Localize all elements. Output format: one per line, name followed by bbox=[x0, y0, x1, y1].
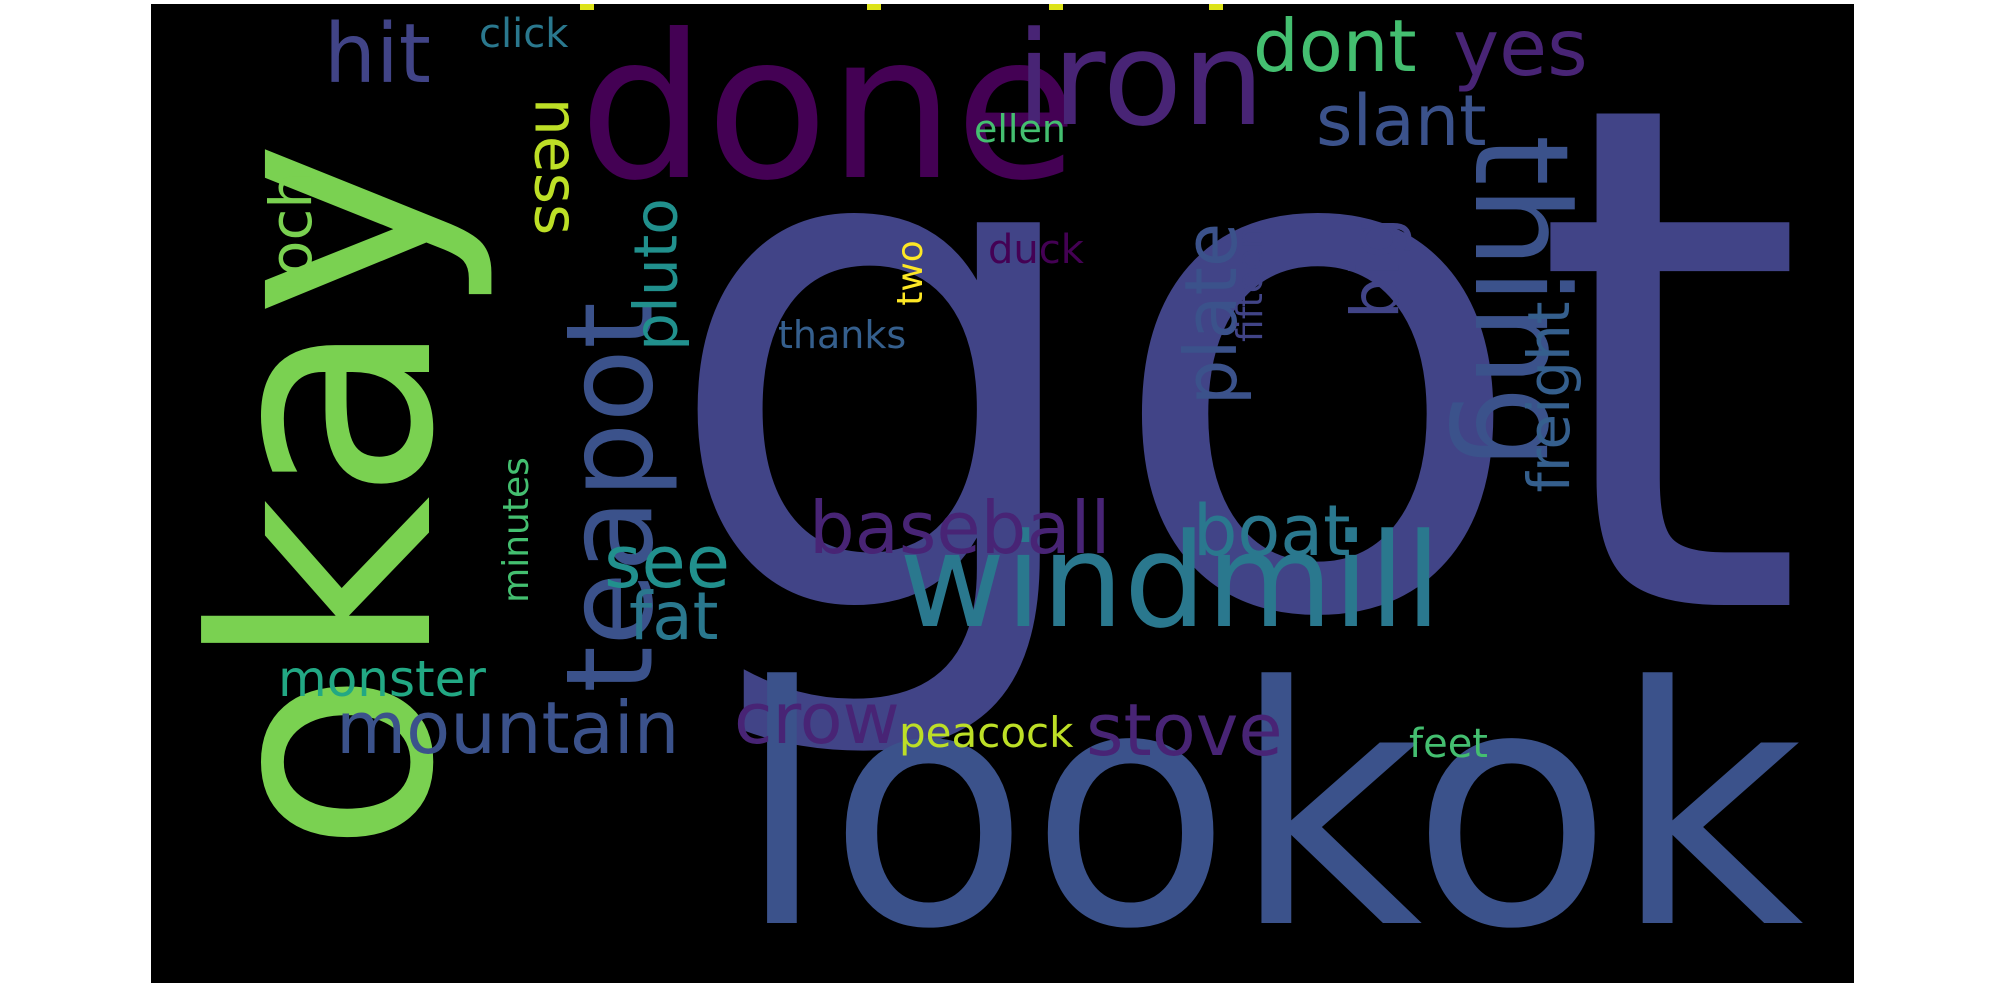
word-peacock: peacock bbox=[899, 708, 1074, 757]
word-slant: slant bbox=[1316, 80, 1487, 162]
word-pluto: pluto bbox=[621, 197, 691, 352]
word-iron: iron bbox=[1016, 4, 1265, 155]
word-monster: monster bbox=[278, 650, 486, 708]
word-cloud: got lookok okay done iron windmill thing… bbox=[151, 4, 1854, 983]
cropped-word-fragment bbox=[580, 4, 594, 10]
word-duck: duck bbox=[988, 227, 1084, 273]
cropped-word-fragment bbox=[1049, 4, 1063, 10]
word-boat: boat bbox=[1193, 490, 1351, 572]
word-yes: yes bbox=[1453, 4, 1588, 94]
word-stove: stove bbox=[1086, 688, 1283, 772]
word-freight: freight bbox=[1515, 301, 1583, 493]
cropped-word-fragment bbox=[1209, 4, 1223, 10]
word-click: click bbox=[479, 11, 569, 57]
word-done: done bbox=[579, 4, 1079, 225]
word-loch: loch bbox=[257, 171, 325, 293]
word-hit: hit bbox=[324, 7, 431, 102]
word-windmill: windmill bbox=[899, 505, 1442, 657]
word-fat: fat bbox=[629, 578, 719, 655]
cropped-word-fragment bbox=[867, 4, 881, 10]
word-lookok: lookok bbox=[736, 617, 1804, 983]
word-fifteen: fifteen bbox=[1230, 226, 1271, 342]
word-crow: crow bbox=[734, 678, 900, 760]
word-baseball: baseball bbox=[809, 486, 1111, 570]
word-ellen: ellen bbox=[974, 107, 1066, 151]
word-ness: ness bbox=[521, 97, 591, 236]
word-got: got bbox=[659, 4, 1807, 771]
word-dont: dont bbox=[1253, 4, 1417, 88]
word-see: see bbox=[604, 520, 731, 604]
word-mountain: mountain bbox=[336, 686, 680, 770]
word-big: big bbox=[1337, 216, 1414, 320]
word-two: two bbox=[890, 240, 931, 306]
word-thanks: thanks bbox=[778, 313, 907, 357]
word-feet: feet bbox=[1409, 721, 1488, 767]
word-minutes: minutes bbox=[496, 457, 537, 603]
